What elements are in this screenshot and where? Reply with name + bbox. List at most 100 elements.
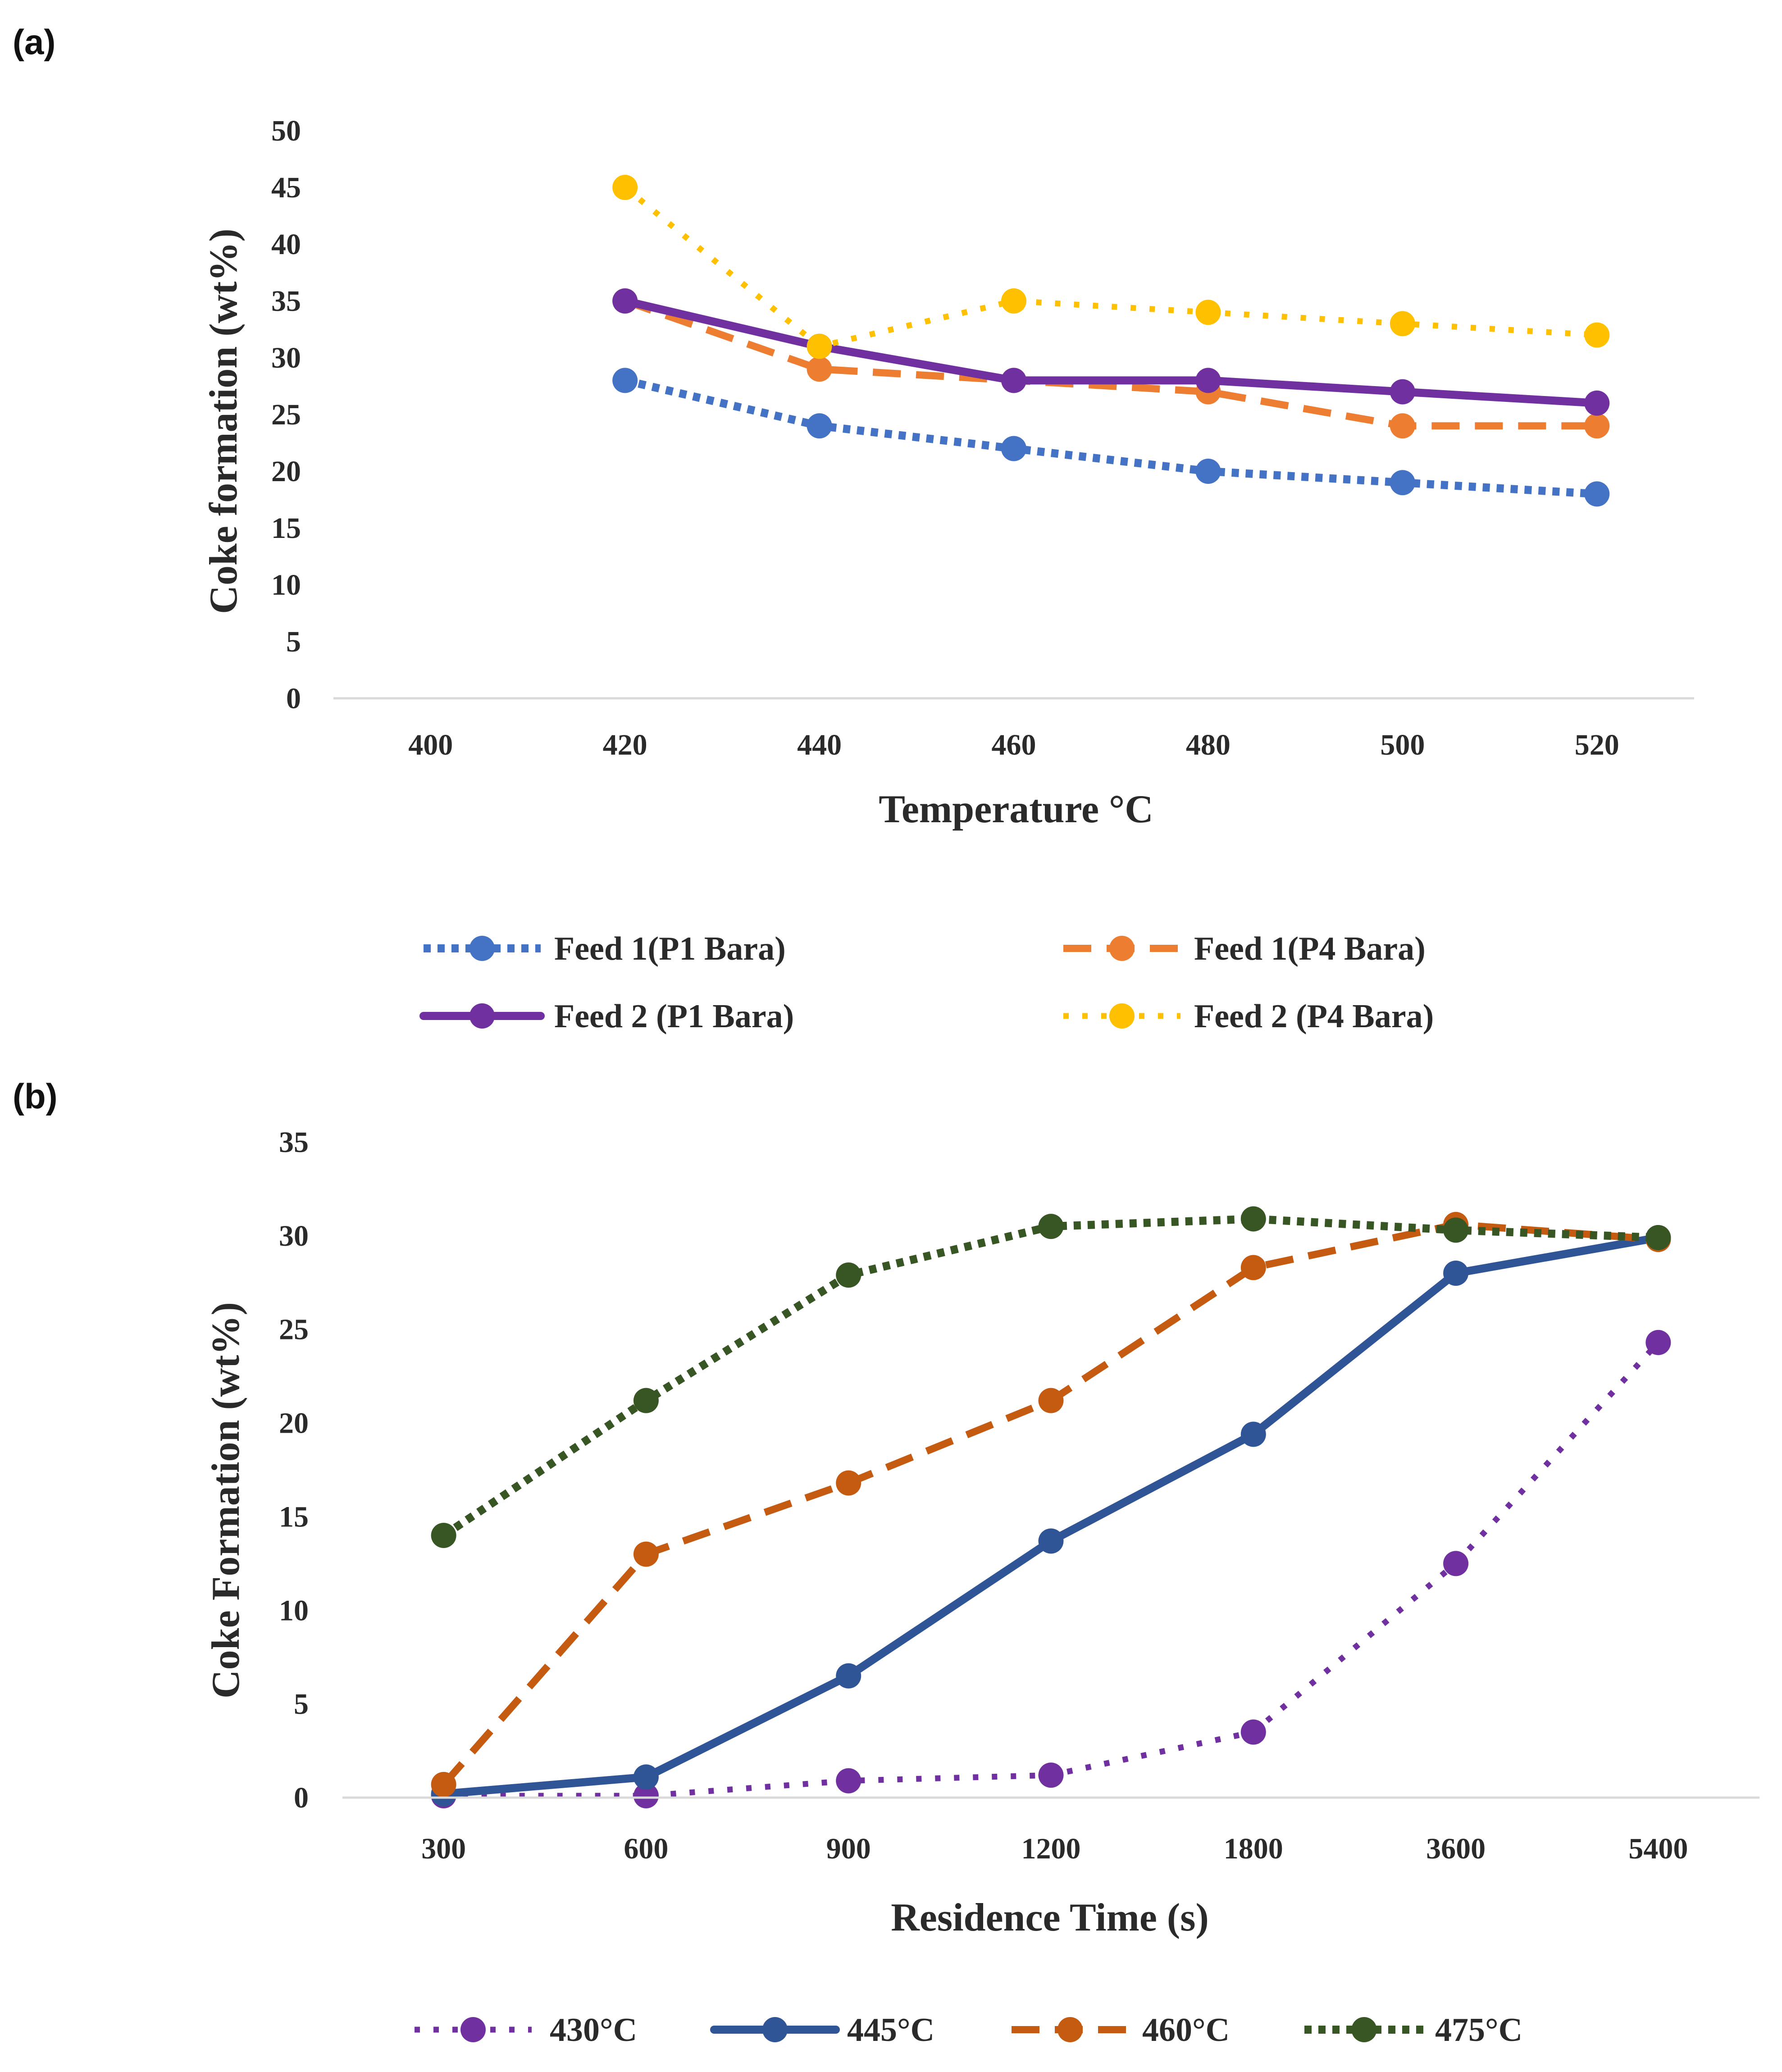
chart-b-data-point [1645, 1225, 1671, 1251]
chart-a-legend-item: Feed 2 (P1 Bara) [419, 998, 794, 1035]
chart-a-legend-marker [469, 1003, 495, 1029]
chart-b-legend-label: 430°C [550, 2012, 637, 2049]
chart-b-tick-labels: 0 5 10 15 20 25 30 35 300 600 900 1200 1800 3600 5400 [279, 1126, 1688, 1865]
chart-a-legend-label: Feed 1(P4 Bara) [1194, 930, 1426, 967]
chart-a-data-point [807, 413, 832, 439]
chart-a-legend-item: Feed 1(P4 Bara) [1063, 930, 1426, 967]
chart-b-x-tick-label: 1200 [1021, 1832, 1081, 1865]
chart-b-data-point [836, 1768, 861, 1794]
chart-a-series-line [624, 297, 1597, 430]
chart-b-data-point [836, 1663, 861, 1689]
chart-a-series-line [621, 297, 1601, 407]
chart-b-data-point [1038, 1214, 1064, 1239]
chart-a-x-tick-label: 520 [1575, 729, 1619, 761]
chart-a-legend-item: Feed 2 (P4 Bara) [1063, 998, 1434, 1035]
chart-b-data-point [1240, 1719, 1266, 1745]
chart-a-data-point [612, 175, 638, 200]
chart-a-data-point [1001, 368, 1026, 393]
chart-a-data-point [1584, 322, 1610, 348]
chart-b-data-point [1645, 1330, 1671, 1355]
chart-a-data-point [1390, 413, 1415, 439]
chart-a-y-tick-label: 20 [271, 455, 301, 488]
chart-b-y-axis-title: Coke Formation (wt%) [204, 1302, 248, 1699]
chart-b-legend-item: 445°C [710, 2012, 934, 2049]
chart-b-data-point [1443, 1551, 1469, 1576]
chart-b-data-point [1443, 1261, 1469, 1286]
chart-b-legend-marker [1351, 2017, 1377, 2042]
chart-a-tick-labels: 0 5 10 15 20 25 30 35 40 45 50 400 420 440 460 480 500 52… [271, 114, 1619, 761]
chart-b-data-point [836, 1470, 861, 1496]
chart-a-y-tick-label: 5 [286, 625, 301, 658]
chart-a-legend-label: Feed 1(P1 Bara) [554, 930, 786, 967]
chart-b-x-tick-label: 3600 [1426, 1832, 1486, 1865]
chart-a-data-point [1195, 368, 1221, 393]
chart-b-legend: 430°C 445°C 460°C 475°C [415, 2012, 1522, 2049]
chart-a-y-tick-label: 40 [271, 228, 301, 261]
chart-a-x-tick-label: 400 [408, 729, 453, 761]
chart-b-series [431, 1206, 1671, 1808]
chart-a-legend-marker [1109, 936, 1135, 961]
chart-panel-a: (a) 0 5 10 15 20 25 30 35 40 45 50 400 420 440 460 480 5… [13, 22, 1694, 1035]
chart-b-data-point [633, 1388, 659, 1413]
chart-b-y-tick-label: 30 [279, 1220, 309, 1252]
chart-b-legend-item: 430°C [415, 2012, 637, 2049]
chart-b-data-point [431, 1771, 456, 1797]
chart-b-legend-marker [1057, 2017, 1083, 2042]
chart-a-series [612, 175, 1610, 507]
chart-a-legend-label: Feed 2 (P1 Bara) [554, 998, 794, 1035]
chart-a-x-tick-label: 460 [992, 729, 1036, 761]
chart-a-data-point [1195, 459, 1221, 484]
chart-b-y-tick-label: 25 [279, 1313, 309, 1346]
chart-a-x-tick-label: 420 [603, 729, 647, 761]
chart-a-data-point [807, 356, 832, 382]
chart-a-series-4 [612, 175, 1610, 359]
chart-b-legend-item: 460°C [1012, 2012, 1230, 2049]
chart-b-y-tick-label: 35 [279, 1126, 309, 1159]
chart-b-data-point [1240, 1255, 1266, 1280]
chart-a-x-tick-label: 500 [1380, 729, 1425, 761]
chart-b-x-tick-label: 5400 [1628, 1832, 1688, 1865]
chart-b-x-tick-label: 300 [421, 1832, 466, 1865]
chart-b-data-point [1240, 1421, 1266, 1447]
chart-b-x-axis-title: Residence Time (s) [891, 1896, 1209, 1940]
chart-a-y-tick-label: 30 [271, 342, 301, 374]
chart-a-series-line [623, 185, 1597, 350]
chart-a-series-line [624, 376, 1597, 498]
chart-a-legend-item: Feed 1(P1 Bara) [424, 930, 786, 967]
chart-a-legend-label: Feed 2 (P4 Bara) [1194, 998, 1434, 1035]
chart-a-data-point [1584, 390, 1610, 416]
chart-a-data-point [807, 333, 832, 359]
chart-a-x-tick-label: 480 [1186, 729, 1231, 761]
chart-a-y-axis-title: Coke formation (wt%) [202, 228, 246, 614]
chart-a-legend: Feed 1(P1 Bara) Feed 1(P4 Bara) Feed 2 (P1… [419, 930, 1434, 1035]
chart-b-legend-marker [762, 2017, 788, 2042]
chart-a-data-point [1001, 436, 1026, 461]
chart-a-data-point [1584, 413, 1610, 439]
chart-b-data-point [1038, 1528, 1064, 1554]
chart-a-y-tick-label: 0 [286, 682, 301, 715]
chart-b-legend-marker [460, 2017, 486, 2042]
chart-b-x-tick-label: 1800 [1224, 1832, 1283, 1865]
chart-a-x-axis-title: Temperature °C [879, 788, 1153, 831]
chart-a-y-tick-label: 35 [271, 285, 301, 318]
chart-b-legend-label: 475°C [1435, 2012, 1522, 2049]
chart-a-data-point [1390, 379, 1415, 405]
panel-label-a: (a) [13, 22, 55, 62]
chart-a-legend-marker [1109, 1003, 1135, 1029]
chart-b-data-point [633, 1783, 659, 1808]
chart-a-data-point [1195, 300, 1221, 325]
chart-a-y-tick-label: 10 [271, 569, 301, 601]
chart-a-data-point [1390, 470, 1415, 496]
chart-b-series-4 [431, 1206, 1671, 1548]
chart-b-legend-label: 460°C [1142, 2012, 1230, 2049]
chart-a-data-point [1001, 288, 1026, 314]
chart-a-x-tick-label: 440 [797, 729, 842, 761]
chart-b-data-point [1038, 1762, 1064, 1788]
chart-a-y-tick-label: 15 [271, 512, 301, 545]
chart-a-data-point [612, 288, 638, 314]
chart-b-x-tick-label: 900 [826, 1832, 871, 1865]
chart-b-x-tick-label: 600 [624, 1832, 668, 1865]
chart-b-data-point [1240, 1206, 1266, 1232]
chart-a-series-3 [612, 288, 1610, 416]
